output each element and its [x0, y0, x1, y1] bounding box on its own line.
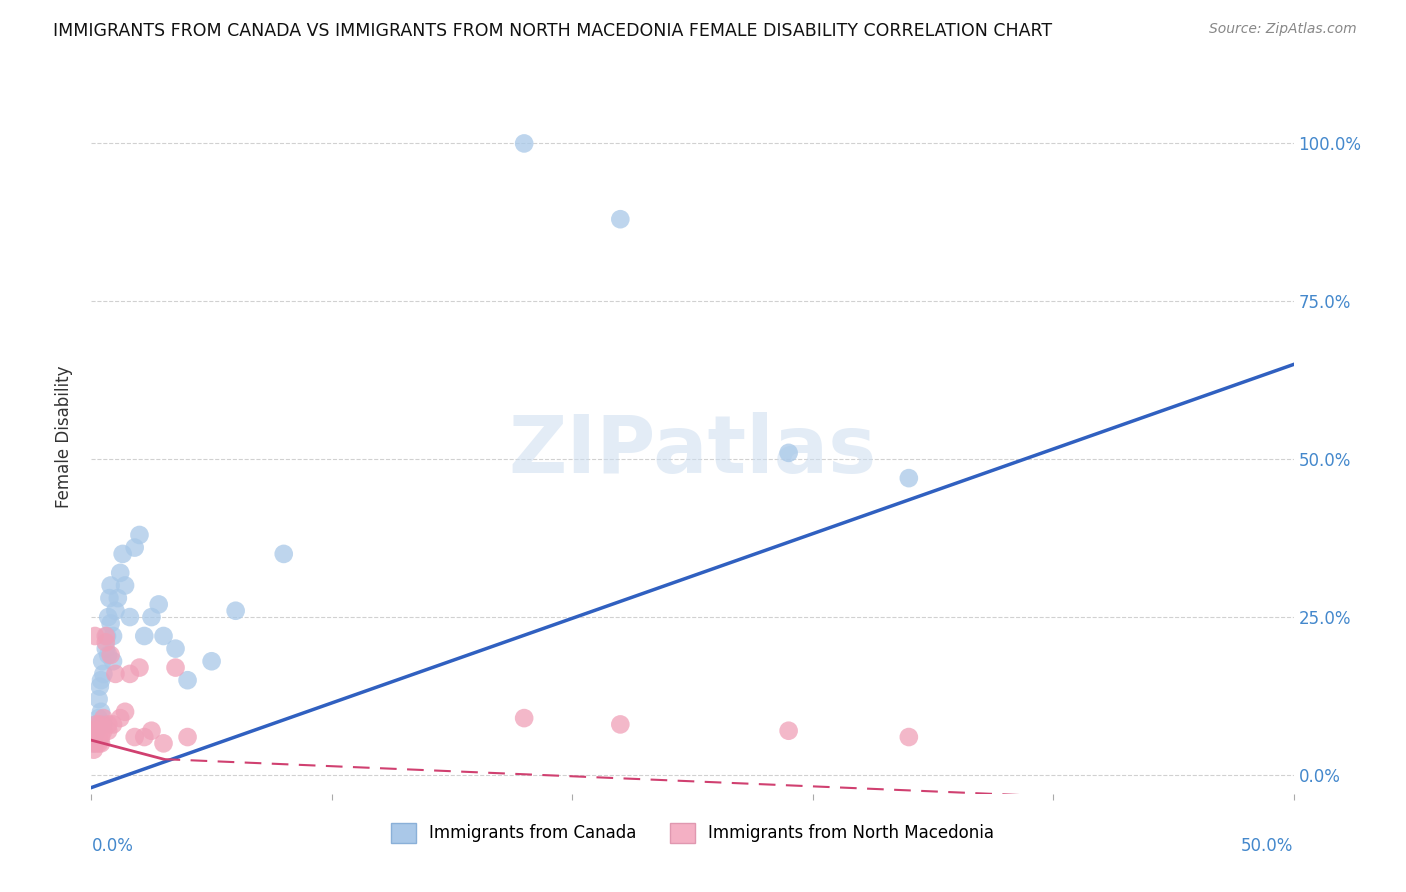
Point: [118, 610, 141, 624]
Text: Source: ZipAtlas.com: Source: ZipAtlas.com: [1209, 22, 1357, 37]
Point: [97, 648, 120, 662]
Point: [128, 528, 150, 542]
Point: [107, 591, 129, 606]
Point: [141, 723, 163, 738]
Point: [165, 660, 187, 674]
Point: [124, 541, 146, 555]
Point: [176, 730, 198, 744]
Point: [148, 598, 170, 612]
Point: [89, 717, 111, 731]
Point: [513, 136, 536, 151]
Point: [97, 717, 120, 731]
Text: ZIPatlas: ZIPatlas: [509, 412, 876, 491]
Point: [94, 641, 117, 656]
Point: [111, 547, 134, 561]
Point: [513, 711, 536, 725]
Point: [89, 680, 111, 694]
Point: [100, 616, 122, 631]
Point: [84, 723, 107, 738]
Point: [86, 723, 108, 738]
Point: [100, 648, 122, 662]
Point: [101, 654, 124, 668]
Point: [83, 736, 105, 750]
Point: [87, 711, 110, 725]
Point: [152, 629, 174, 643]
Point: [104, 666, 127, 681]
Point: [114, 578, 136, 592]
Point: [84, 730, 107, 744]
Point: [609, 717, 631, 731]
Point: [128, 660, 150, 674]
Point: [778, 446, 800, 460]
Point: [96, 629, 118, 643]
Point: [110, 566, 132, 580]
Point: [83, 723, 105, 738]
Point: [93, 723, 115, 738]
Point: [84, 717, 107, 731]
Point: [87, 730, 110, 744]
Text: 50.0%: 50.0%: [1241, 837, 1294, 855]
Point: [273, 547, 295, 561]
Point: [94, 629, 117, 643]
Point: [90, 736, 112, 750]
Point: [93, 717, 115, 731]
Legend: Immigrants from Canada, Immigrants from North Macedonia: Immigrants from Canada, Immigrants from …: [384, 816, 1001, 850]
Point: [897, 471, 920, 485]
Point: [124, 730, 146, 744]
Point: [100, 578, 122, 592]
Point: [609, 212, 631, 227]
Point: [94, 635, 117, 649]
Point: [90, 673, 112, 688]
Point: [93, 711, 115, 725]
Point: [110, 711, 132, 725]
Text: IMMIGRANTS FROM CANADA VS IMMIGRANTS FROM NORTH MACEDONIA FEMALE DISABILITY CORR: IMMIGRANTS FROM CANADA VS IMMIGRANTS FRO…: [53, 22, 1053, 40]
Point: [93, 666, 115, 681]
Point: [200, 654, 222, 668]
Point: [778, 723, 800, 738]
Point: [84, 727, 107, 741]
Point: [897, 730, 920, 744]
Point: [134, 629, 156, 643]
Point: [87, 692, 110, 706]
Point: [84, 733, 107, 747]
Y-axis label: Female Disability: Female Disability: [55, 366, 73, 508]
Point: [82, 736, 104, 750]
Point: [84, 629, 107, 643]
Point: [165, 641, 187, 656]
Point: [134, 730, 156, 744]
Point: [91, 654, 114, 668]
Point: [104, 604, 127, 618]
Point: [118, 666, 141, 681]
Point: [84, 736, 107, 750]
Point: [90, 705, 112, 719]
Point: [98, 591, 121, 606]
Point: [87, 736, 110, 750]
Point: [225, 604, 247, 618]
Point: [114, 705, 136, 719]
Point: [90, 730, 112, 744]
Point: [176, 673, 198, 688]
Point: [84, 717, 107, 731]
Text: 0.0%: 0.0%: [91, 837, 134, 855]
Point: [97, 723, 120, 738]
Point: [83, 742, 105, 756]
Point: [101, 629, 124, 643]
Point: [141, 610, 163, 624]
Point: [101, 717, 124, 731]
Point: [97, 610, 120, 624]
Point: [152, 736, 174, 750]
